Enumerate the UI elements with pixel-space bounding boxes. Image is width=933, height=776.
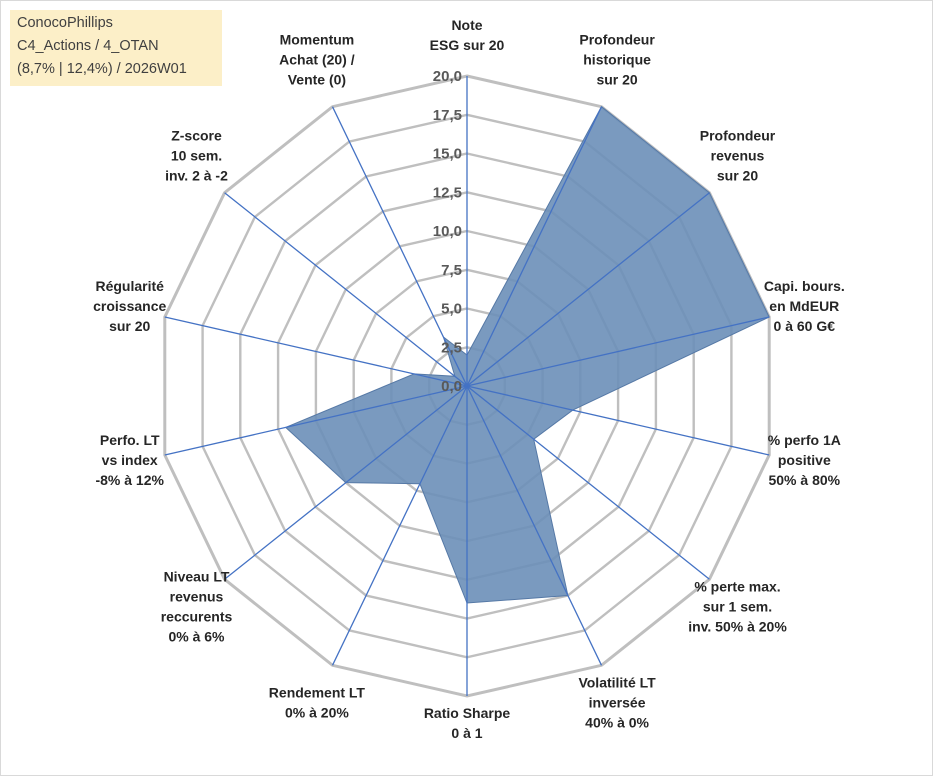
axis-label-line: vs index <box>102 452 158 468</box>
axis-label-line: Vente (0) <box>288 71 346 87</box>
axis-label-line: inversée <box>589 695 646 711</box>
axis-label-line: positive <box>778 452 831 468</box>
axis-label: Z-score 10 sem. inv. 2 à -2 <box>165 127 228 183</box>
axis-label: Momentum Achat (20) / Vente (0) <box>279 31 355 87</box>
axis-label: Profondeur revenus sur 20 <box>700 127 776 183</box>
axis-label-line: en MdEUR <box>769 298 839 314</box>
tick-label: 12,5 <box>433 184 462 201</box>
axis-label-line: Note <box>451 17 482 33</box>
axis-label-line: croissance <box>93 298 166 314</box>
axis-label-line: historique <box>583 51 651 67</box>
axis-spoke <box>164 385 468 456</box>
axis-label: Note ESG sur 20 <box>430 17 505 53</box>
axis-label-line: -8% à 12% <box>95 472 164 488</box>
axis-label: Rendement LT 0% à 20% <box>269 685 366 721</box>
axis-label-line: reccurents <box>161 609 233 625</box>
title-portfolio: C4_Actions / 4_OTAN <box>17 38 159 54</box>
axis-label-line: Perfo. LT <box>100 432 160 448</box>
axis-label-line: 0% à 20% <box>285 705 349 721</box>
axis-spoke <box>466 385 770 456</box>
axis-label-line: % perte max. <box>694 579 780 595</box>
tick-label: 10,0 <box>433 223 462 240</box>
axis-label-line: sur 20 <box>596 71 637 87</box>
axis-label-line: inv. 2 à -2 <box>165 167 228 183</box>
axis-spoke <box>466 316 770 387</box>
axis-label-line: sur 20 <box>717 167 758 183</box>
axis-label-line: Z-score <box>171 127 222 143</box>
axis-label-line: sur 1 sem. <box>703 599 772 615</box>
axis-label: Perfo. LT vs index -8% à 12% <box>95 432 164 488</box>
title-company: ConocoPhillips <box>17 15 113 31</box>
axis-label-line: 50% à 80% <box>768 472 840 488</box>
tick-label: 7,5 <box>441 262 462 279</box>
axis-label-line: % perfo 1A <box>768 432 841 448</box>
tick-label: 2,5 <box>441 339 462 356</box>
axis-spoke <box>466 385 710 580</box>
axis-spoke <box>224 192 468 387</box>
axis-label-line: Profondeur <box>700 127 776 143</box>
axis-label-line: Volatilité LT <box>578 675 656 691</box>
tick-label: 17,5 <box>433 107 462 124</box>
axis-label: % perfo 1A positive 50% à 80% <box>768 432 841 488</box>
axis-label: Niveau LT revenus reccurents 0% à 6% <box>161 569 233 645</box>
tick-label: 5,0 <box>441 301 462 318</box>
axis-label: % perte max. sur 1 sem. inv. 50% à 20% <box>688 579 787 635</box>
axis-label-line: Ratio Sharpe <box>424 705 511 721</box>
axis-spoke <box>466 385 603 666</box>
axis-label-line: revenus <box>711 147 765 163</box>
axis-spoke <box>164 316 468 387</box>
axis-spoke <box>466 106 603 387</box>
axis-spoke <box>331 385 468 666</box>
axis-label: Volatilité LT inversée 40% à 0% <box>578 675 656 731</box>
axis-spoke <box>331 106 468 387</box>
tick-label: 15,0 <box>433 146 462 163</box>
axis-label-line: inv. 50% à 20% <box>688 619 787 635</box>
axis-label-line: Régularité <box>95 278 164 294</box>
tick-label: 0,0 <box>441 378 462 395</box>
axis-label-line: Achat (20) / <box>279 51 355 67</box>
axis-label: Régularité croissance sur 20 <box>93 278 166 334</box>
axis-label-line: Rendement LT <box>269 685 366 701</box>
axis-label-line: revenus <box>170 589 224 605</box>
axis-label-line: ESG sur 20 <box>430 37 505 53</box>
axis-label-line: 0 à 1 <box>451 725 482 741</box>
axis-label: Ratio Sharpe 0 à 1 <box>424 705 511 741</box>
axis-label-line: 0 à 60 G€ <box>774 318 836 334</box>
axis-label-line: sur 20 <box>109 318 150 334</box>
axis-label-line: 40% à 0% <box>585 715 649 731</box>
axis-label: Profondeur historique sur 20 <box>579 31 655 87</box>
tick-label: 20,0 <box>433 68 462 85</box>
axis-label-line: Profondeur <box>579 31 655 47</box>
axis-label: Capi. bours. en MdEUR 0 à 60 G€ <box>764 278 845 334</box>
axis-spoke <box>466 192 710 387</box>
axis-label-line: 10 sem. <box>171 147 222 163</box>
axis-spoke <box>224 385 468 580</box>
axis-label-line: 0% à 6% <box>168 629 225 645</box>
title-period: (8,7% | 12,4%) / 2026W01 <box>17 61 187 77</box>
axis-label-line: Niveau LT <box>164 569 230 585</box>
axis-label-line: Momentum <box>280 31 355 47</box>
title-box: ConocoPhillips C4_Actions / 4_OTAN (8,7%… <box>10 10 222 86</box>
axis-label-line: Capi. bours. <box>764 278 845 294</box>
